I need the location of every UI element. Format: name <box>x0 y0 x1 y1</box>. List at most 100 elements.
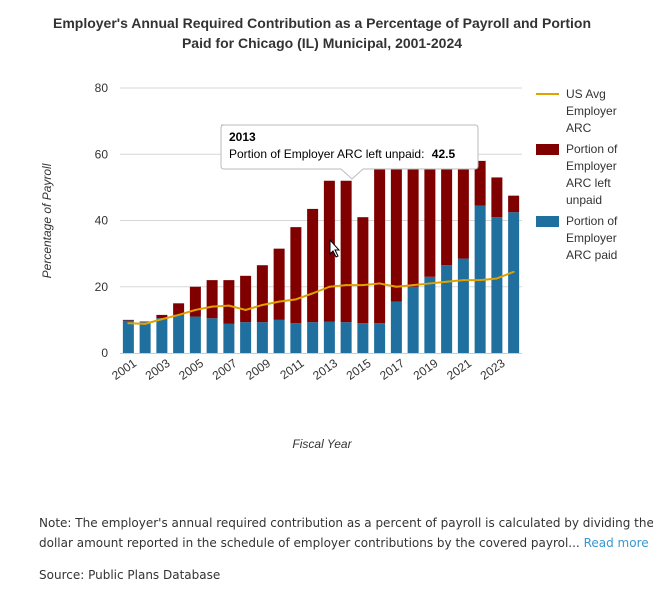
legend[interactable]: US Avg Employer ARC Portion of Employer ARC l… <box>536 87 618 262</box>
line-point[interactable] <box>294 298 297 301</box>
bar-unpaid[interactable] <box>340 180 352 323</box>
legend-item[interactable]: Portion of Employer ARC left unpaid <box>536 142 618 207</box>
source: Source: Public Plans Database <box>39 568 221 582</box>
line-point[interactable] <box>345 284 348 287</box>
x-tick-label: 2001 <box>109 356 139 383</box>
y-tick-label: 0 <box>101 346 108 360</box>
bar-paid[interactable] <box>323 321 335 353</box>
line-point[interactable] <box>378 282 381 285</box>
bar-paid[interactable] <box>407 286 419 353</box>
line-point[interactable] <box>428 282 431 285</box>
line-point[interactable] <box>144 322 147 325</box>
bar-unpaid[interactable] <box>256 265 268 323</box>
bar-unpaid[interactable] <box>189 286 201 317</box>
note-line-2: dollar amount reported in the schedule o… <box>39 533 653 553</box>
line-point[interactable] <box>160 318 163 321</box>
bar-unpaid[interactable] <box>273 248 285 320</box>
line-point[interactable] <box>462 279 465 282</box>
x-tick-label: 2005 <box>176 356 206 383</box>
bar-unpaid[interactable] <box>139 321 151 323</box>
bar-paid[interactable] <box>307 322 319 353</box>
line-point[interactable] <box>328 285 331 288</box>
legend-label: Employer <box>566 159 617 173</box>
bar-unpaid[interactable] <box>407 167 419 287</box>
line-point[interactable] <box>211 305 214 308</box>
bar-unpaid[interactable] <box>374 167 386 324</box>
line-point[interactable] <box>395 285 398 288</box>
bar-unpaid[interactable] <box>357 217 369 324</box>
tooltip-label: Portion of Employer ARC left unpaid: <box>229 147 424 161</box>
legend-label: Portion of <box>566 142 618 156</box>
bar-paid[interactable] <box>122 320 134 353</box>
bar-paid[interactable] <box>273 319 285 353</box>
line-us-avg[interactable] <box>128 270 514 325</box>
bar-unpaid[interactable] <box>441 167 453 266</box>
line-point[interactable] <box>445 280 448 283</box>
legend-item[interactable]: Portion of Employer ARC paid <box>536 214 618 262</box>
bar-unpaid[interactable] <box>223 280 235 324</box>
bar-paid[interactable] <box>457 258 469 353</box>
bar-unpaid[interactable] <box>474 160 486 206</box>
line-point[interactable] <box>177 313 180 316</box>
bar-unpaid[interactable] <box>122 319 134 321</box>
note-line-1: Note: The employer's annual required con… <box>39 516 653 530</box>
bar-paid[interactable] <box>256 322 268 353</box>
line-point[interactable] <box>261 303 264 306</box>
bar-paid[interactable] <box>491 217 503 353</box>
bar-paid[interactable] <box>290 323 302 353</box>
line-point[interactable] <box>194 308 197 311</box>
bar-unpaid[interactable] <box>424 167 436 277</box>
legend-label: Employer <box>566 104 617 118</box>
bar-paid[interactable] <box>357 323 369 353</box>
bar-paid[interactable] <box>139 322 151 353</box>
line-point[interactable] <box>512 270 515 273</box>
series-unpaid[interactable] <box>122 160 520 324</box>
x-axis-ticks: 2001 2003 2005 2007 2009 2011 2013 2015 2017 2019… <box>109 356 508 383</box>
chart-title-line-2: Paid for Chicago (IL) Municipal, 2001-20… <box>182 35 462 51</box>
line-point[interactable] <box>227 304 230 307</box>
line-point[interactable] <box>244 308 247 311</box>
bar-paid[interactable] <box>156 318 168 353</box>
bar-paid[interactable] <box>206 318 218 353</box>
line-point[interactable] <box>127 322 130 325</box>
bar-unpaid[interactable] <box>290 227 302 324</box>
bar-paid[interactable] <box>374 323 386 353</box>
line-point[interactable] <box>479 279 482 282</box>
legend-swatch-box <box>536 216 559 227</box>
bar-unpaid[interactable] <box>323 180 335 322</box>
x-tick-label: 2011 <box>277 356 306 382</box>
bar-paid[interactable] <box>340 322 352 353</box>
bar-unpaid[interactable] <box>390 167 402 302</box>
line-point[interactable] <box>495 277 498 280</box>
x-tick-label: 2009 <box>243 356 273 383</box>
bar-paid[interactable] <box>173 314 185 353</box>
tooltip-value: 42.5 <box>432 147 456 161</box>
x-tick-label: 2021 <box>444 356 474 383</box>
series-us-avg[interactable] <box>127 270 515 325</box>
bar-paid[interactable] <box>189 316 201 353</box>
read-more-link[interactable]: Read more » <box>583 536 653 550</box>
bar-unpaid[interactable] <box>240 275 252 323</box>
x-tick-label: 2007 <box>210 356 240 383</box>
bar-paid[interactable] <box>424 276 436 353</box>
bar-paid[interactable] <box>390 301 402 353</box>
tooltip-box <box>220 124 479 180</box>
legend-item[interactable]: US Avg Employer ARC <box>536 87 617 135</box>
bar-unpaid[interactable] <box>156 314 168 319</box>
bar-unpaid[interactable] <box>491 177 503 218</box>
x-tick-label: 2019 <box>411 356 441 383</box>
bar-paid[interactable] <box>441 265 453 353</box>
legend-swatch-box <box>536 144 559 155</box>
bar-paid[interactable] <box>508 212 520 353</box>
bar-unpaid[interactable] <box>307 208 319 323</box>
bar-paid[interactable] <box>240 322 252 353</box>
bar-unpaid[interactable] <box>457 167 469 259</box>
line-point[interactable] <box>412 284 415 287</box>
line-point[interactable] <box>278 300 281 303</box>
bar-unpaid[interactable] <box>206 280 218 319</box>
bar-unpaid[interactable] <box>173 303 185 315</box>
bar-unpaid[interactable] <box>508 195 520 213</box>
line-point[interactable] <box>361 284 364 287</box>
line-point[interactable] <box>311 292 314 295</box>
bar-paid[interactable] <box>223 323 235 353</box>
